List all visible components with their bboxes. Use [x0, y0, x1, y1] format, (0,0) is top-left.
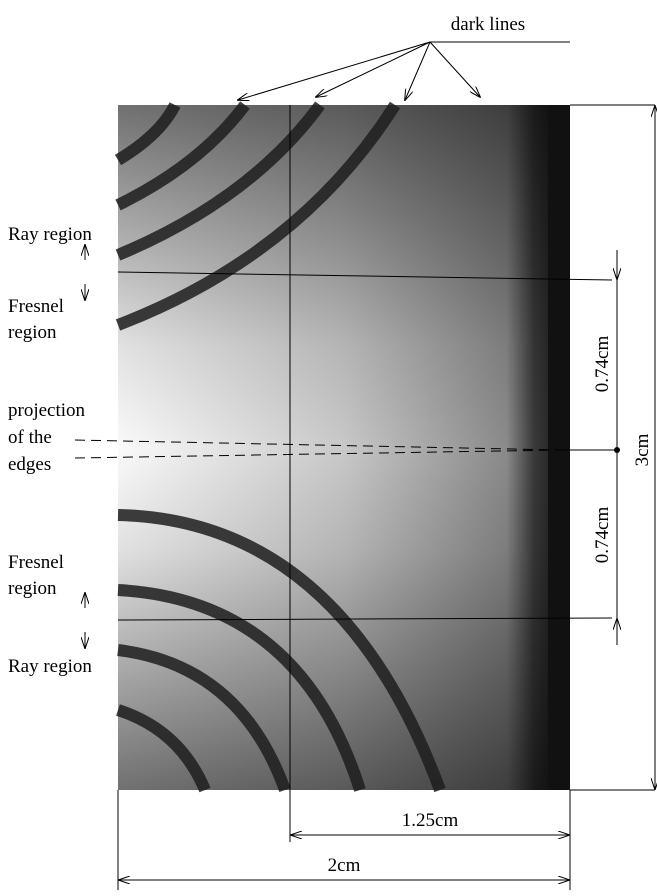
label: of the — [8, 427, 52, 448]
dimension-label: 0.74cm — [592, 336, 613, 393]
dimension-label: 2cm — [328, 855, 361, 876]
label: dark lines — [451, 14, 525, 35]
guide-lines — [74, 104, 655, 890]
label: edges — [8, 454, 51, 475]
dimension-label: 0.74cm — [592, 507, 613, 564]
dimension-label: 3cm — [632, 433, 653, 466]
fringe-image — [114, 101, 570, 793]
label: Ray region — [8, 656, 92, 677]
label: region — [8, 322, 57, 343]
dimension-label: 1.25cm — [402, 810, 459, 831]
label: region — [8, 578, 57, 599]
arrows — [85, 41, 655, 880]
label: projection — [8, 400, 86, 421]
label: Ray region — [8, 224, 92, 245]
label: Fresnel — [8, 552, 64, 573]
label: Fresnel — [8, 296, 64, 317]
